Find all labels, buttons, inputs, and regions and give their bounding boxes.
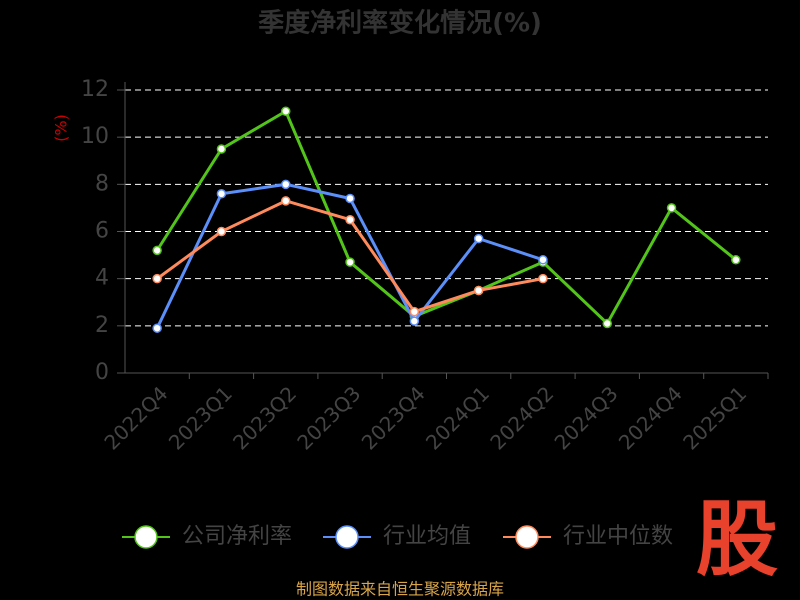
data-point <box>731 255 741 265</box>
data-point <box>281 179 291 190</box>
data-point <box>409 316 420 326</box>
x-tick-label: 2024Q4 <box>614 381 687 454</box>
data-point <box>345 257 355 267</box>
data-point <box>538 273 548 284</box>
y-tick-label: 2 <box>95 313 109 338</box>
legend-marker <box>335 525 359 549</box>
y-tick-label: 12 <box>81 77 109 102</box>
y-tick-label: 0 <box>95 360 109 385</box>
y-tick-label: 10 <box>81 124 109 149</box>
data-point <box>345 193 355 204</box>
data-point <box>216 189 227 199</box>
series-line <box>155 182 544 329</box>
x-tick-label: 2023Q3 <box>292 381 365 454</box>
data-point <box>409 306 420 317</box>
legend-label: 行业中位数 <box>563 524 673 549</box>
data-point <box>216 144 227 154</box>
legend-label: 行业均值 <box>383 524 471 549</box>
y-tick-label: 6 <box>95 219 109 244</box>
y-tick-label: 8 <box>95 171 109 196</box>
data-point <box>345 214 355 225</box>
x-tick-label: 2024Q1 <box>421 381 494 454</box>
legend-marker <box>134 525 158 549</box>
x-tick-label: 2022Q4 <box>99 381 172 454</box>
data-point <box>473 285 484 296</box>
data-point <box>152 245 162 256</box>
data-point <box>538 255 548 265</box>
x-tick-label: 2023Q1 <box>164 381 237 454</box>
data-point <box>602 318 612 329</box>
data-point <box>473 233 484 244</box>
y-axis-label: (%) <box>52 114 71 142</box>
x-tick-label: 2023Q2 <box>228 381 301 454</box>
x-tick-label: 2024Q2 <box>485 381 558 454</box>
source-note: 制图数据来自恒生聚源数据库 <box>296 580 504 599</box>
x-tick-label: 2023Q4 <box>357 381 430 454</box>
data-point <box>216 226 227 237</box>
data-point <box>281 106 291 116</box>
series-line <box>155 109 737 326</box>
data-point <box>281 196 291 206</box>
x-tick-label: 2025Q1 <box>678 381 751 454</box>
data-point <box>152 273 162 284</box>
data-point <box>152 323 162 333</box>
x-tick-label: 2024Q3 <box>550 381 623 454</box>
y-tick-label: 4 <box>95 266 109 291</box>
data-point <box>666 203 677 213</box>
logo: 股 <box>696 492 778 587</box>
chart-title: 季度净利率变化情况(%) <box>258 8 542 39</box>
legend-marker <box>515 525 539 549</box>
legend-label: 公司净利率 <box>182 524 292 549</box>
